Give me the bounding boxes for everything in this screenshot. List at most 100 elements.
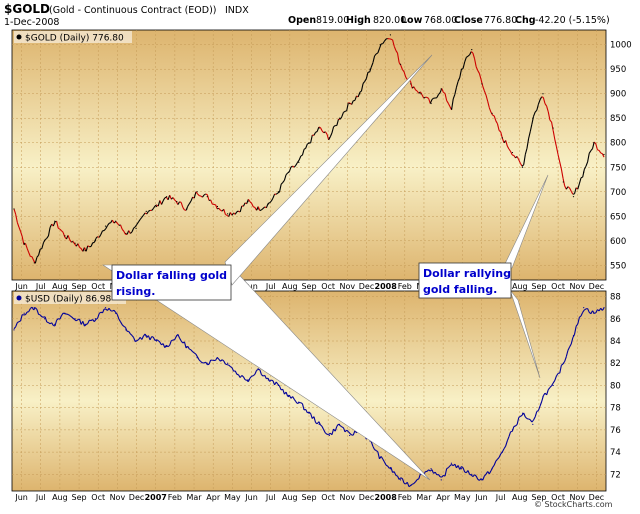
gold-price-segment — [597, 150, 599, 151]
symbol-description: (Gold - Continuous Contract (EOD)) — [49, 5, 217, 16]
usd-y-tick-label: 74 — [610, 448, 621, 458]
usd-data-point — [166, 346, 167, 347]
gold-data-point — [593, 142, 594, 143]
usd-data-point — [44, 318, 45, 319]
gold-price-segment — [260, 210, 262, 211]
callout-left-line2: rising. — [116, 285, 155, 298]
usd-price-segment — [417, 479, 419, 480]
usd-legend: $USD (Daily) 86.98 — [25, 295, 112, 305]
gold-data-point — [502, 137, 503, 138]
usd-data-point — [410, 485, 411, 486]
gold-data-point — [573, 196, 574, 197]
usd-data-point — [197, 357, 198, 358]
gold-x-tick-label: Nov — [569, 282, 585, 291]
usd-data-point — [258, 368, 259, 369]
usd-x-tick-label: May — [224, 493, 241, 502]
usd-y-tick-label: 86 — [610, 315, 621, 325]
gold-data-point — [217, 206, 218, 207]
gold-x-tick-label: Jul — [265, 282, 276, 291]
usd-price-segment — [152, 337, 154, 338]
usd-y-tick-label: 80 — [610, 381, 621, 391]
gold-data-point — [186, 208, 187, 209]
exchange-label: INDX — [225, 5, 249, 16]
usd-data-point — [349, 435, 350, 436]
gold-data-point — [64, 235, 65, 236]
usd-data-point — [308, 413, 309, 414]
gold-data-point — [481, 83, 482, 84]
gold-x-tick-label: Dec — [589, 282, 604, 291]
callout-right-line1: Dollar rallying — [423, 267, 511, 280]
gold-data-point — [44, 240, 45, 241]
usd-data-point — [95, 318, 96, 319]
gold-data-point — [288, 172, 289, 173]
usd-data-point — [54, 324, 55, 325]
usd-price-segment — [375, 450, 377, 451]
usd-x-tick-label: Jun — [244, 493, 258, 502]
usd-data-point — [115, 313, 116, 314]
gold-price-segment — [601, 153, 603, 154]
gold-data-point — [95, 240, 96, 241]
gold-x-tick-label: Aug — [52, 282, 68, 291]
gold-x-tick-label: Sep — [301, 282, 316, 291]
gold-data-point — [74, 243, 75, 244]
gold-data-point — [105, 225, 106, 226]
gold-data-point — [563, 181, 564, 182]
gold-data-point — [197, 191, 198, 192]
low-label: Low — [401, 15, 423, 26]
gold-y-tick-label: 1000 — [610, 41, 632, 51]
gold-data-point — [553, 127, 554, 128]
usd-data-point — [380, 457, 381, 458]
gold-data-point — [227, 213, 228, 214]
gold-data-point — [369, 69, 370, 70]
gold-data-point — [380, 44, 381, 45]
usd-data-point — [603, 307, 604, 308]
usd-x-tick-label: Nov — [340, 493, 356, 502]
usd-price-segment — [225, 364, 227, 365]
usd-x-tick-label: Dec — [359, 493, 374, 502]
usd-legend-marker — [17, 296, 22, 301]
gold-x-tick-label: 2008 — [375, 282, 398, 291]
gold-data-point — [166, 196, 167, 197]
usd-data-point — [237, 374, 238, 375]
usd-data-point — [186, 346, 187, 347]
gold-price-segment — [386, 39, 388, 40]
gold-price-segment — [345, 111, 347, 112]
gold-x-tick-label: Nov — [340, 282, 356, 291]
gold-data-point — [207, 196, 208, 197]
usd-price-segment — [189, 349, 191, 350]
gold-y-tick-label: 900 — [610, 90, 626, 100]
gold-data-point — [492, 113, 493, 114]
usd-data-point — [492, 468, 493, 469]
usd-price-segment — [89, 320, 91, 321]
usd-data-point — [430, 468, 431, 469]
usd-y-tick-label: 88 — [610, 293, 621, 303]
usd-data-point — [156, 340, 157, 341]
usd-price-segment — [19, 321, 21, 322]
gold-x-tick-label: Sep — [531, 282, 546, 291]
gold-data-point — [542, 93, 543, 94]
gold-data-point — [420, 93, 421, 94]
usd-x-tick-label: May — [454, 493, 471, 502]
usd-x-tick-label: Jun — [14, 493, 28, 502]
usd-data-point — [146, 335, 147, 336]
usd-y-tick-label: 76 — [610, 426, 621, 436]
gold-data-point — [237, 211, 238, 212]
usd-data-point — [542, 396, 543, 397]
usd-data-point — [319, 424, 320, 425]
gold-data-point — [522, 167, 523, 168]
usd-data-point — [461, 468, 462, 469]
gold-price-segment — [316, 132, 318, 133]
usd-data-point — [481, 479, 482, 480]
usd-price-segment — [537, 411, 539, 412]
usd-data-point — [512, 429, 513, 430]
close-label: Close — [454, 15, 483, 26]
gold-y-tick-label: 550 — [610, 261, 626, 271]
usd-data-point — [553, 385, 554, 386]
usd-x-tick-label: Nov — [110, 493, 126, 502]
gold-data-point — [461, 69, 462, 70]
gold-x-tick-label: Oct — [321, 282, 335, 291]
usd-data-point — [217, 357, 218, 358]
gold-data-point — [430, 103, 431, 104]
usd-price-segment — [157, 340, 159, 341]
